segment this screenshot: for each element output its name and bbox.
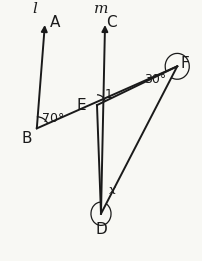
Text: E: E [76,98,86,112]
Text: x: x [108,184,116,197]
Text: A: A [50,15,60,30]
Text: D: D [95,222,107,237]
Text: 30°: 30° [144,73,166,86]
Text: B: B [22,131,32,146]
Text: 1: 1 [105,88,113,101]
Text: C: C [106,15,116,30]
Text: 70°: 70° [42,111,64,124]
Text: F: F [181,56,190,71]
Text: l: l [32,2,37,16]
Text: m: m [94,2,108,16]
